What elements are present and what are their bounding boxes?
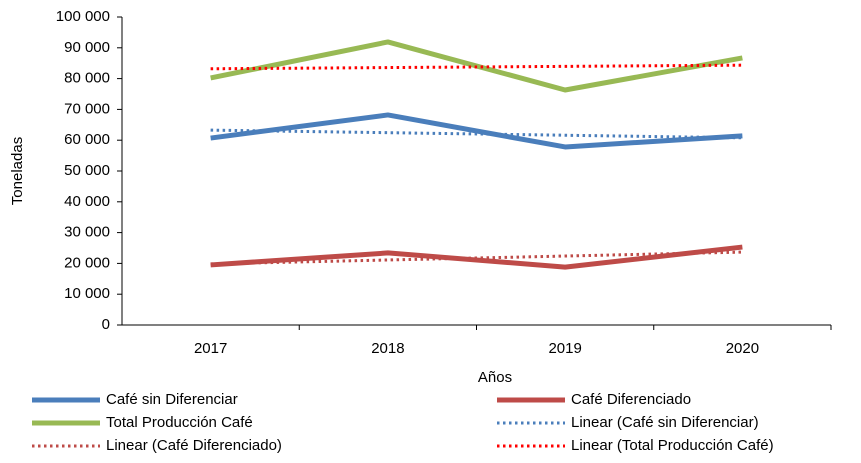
trend-line xyxy=(210,63,743,71)
y-tick-label: 20 000 xyxy=(64,254,110,271)
legend-label: Total Producción Café xyxy=(106,414,253,431)
y-tick-label: 80 000 xyxy=(64,70,110,87)
y-tick-label: 60 000 xyxy=(64,131,110,148)
y-tick-label: 10 000 xyxy=(64,285,110,302)
x-tick-label: 2017 xyxy=(194,340,227,357)
legend-label: Linear (Café sin Diferenciar) xyxy=(571,414,759,431)
trend-line xyxy=(210,128,743,140)
y-tick-label: 100 000 xyxy=(56,8,110,25)
trend-line xyxy=(210,250,743,266)
legend-label: Linear (Café Diferenciado) xyxy=(106,437,282,454)
y-tick-label: 30 000 xyxy=(64,224,110,241)
y-tick-label: 0 xyxy=(102,316,110,333)
x-tick-label: 2018 xyxy=(371,340,404,357)
series-line xyxy=(210,244,743,270)
y-tick-label: 50 000 xyxy=(64,162,110,179)
legend-label: Café Diferenciado xyxy=(571,391,691,408)
x-axis-title: Años xyxy=(478,369,512,386)
y-tick-label: 40 000 xyxy=(64,193,110,210)
y-tick-label: 90 000 xyxy=(64,39,110,56)
y-tick-label: 70 000 xyxy=(64,100,110,117)
x-tick-label: 2020 xyxy=(726,340,759,357)
series-line xyxy=(210,112,743,150)
x-tick-label: 2019 xyxy=(548,340,581,357)
y-axis-title: Toneladas xyxy=(9,137,26,205)
legend-label: Linear (Total Producción Café) xyxy=(571,437,774,454)
legend-label: Café sin Diferenciar xyxy=(106,391,238,408)
